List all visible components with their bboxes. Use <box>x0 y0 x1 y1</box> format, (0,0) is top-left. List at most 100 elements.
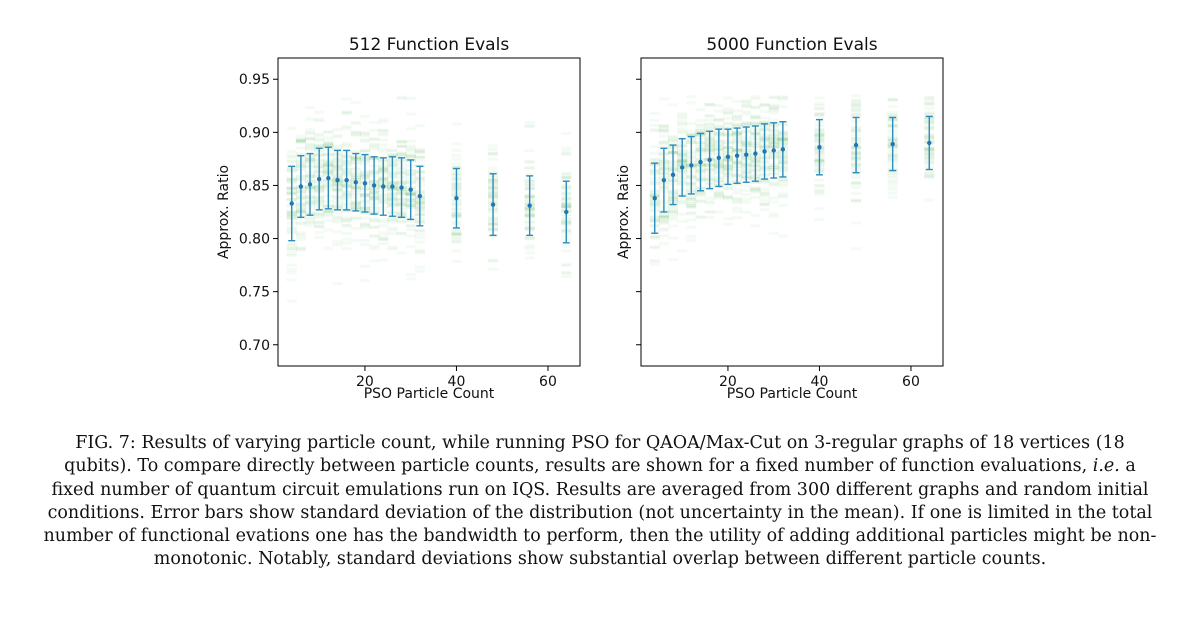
scatter-point <box>722 125 733 129</box>
scatter-point <box>524 237 535 241</box>
scatter-point <box>768 103 779 107</box>
scatter-point <box>323 228 334 232</box>
y-tick-label: 0.70 <box>239 338 270 354</box>
scatter-point <box>378 118 389 122</box>
scatter-point <box>851 99 862 103</box>
scatter-point <box>695 191 706 195</box>
scatter-point <box>686 134 697 138</box>
scatter-point <box>713 104 724 108</box>
scatter-point <box>668 210 679 214</box>
scatter-point <box>286 248 297 252</box>
scatter-point <box>777 234 788 238</box>
scatter-point <box>695 199 706 203</box>
scatter-point <box>851 198 862 202</box>
scatter-point <box>314 110 325 114</box>
scatter-point <box>323 212 334 216</box>
caption-text-italic: i.e. <box>1092 456 1120 477</box>
scatter-point <box>686 204 697 208</box>
scatter-point <box>814 113 825 117</box>
scatter-point <box>677 112 688 116</box>
scatter-point <box>323 209 334 213</box>
scatter-point <box>286 247 297 251</box>
scatter-point <box>741 121 752 125</box>
scatter-point <box>405 153 416 157</box>
scatter-point <box>488 157 499 161</box>
scatter-point <box>359 211 370 215</box>
scatter-point <box>387 226 398 230</box>
scatter-point <box>378 220 389 224</box>
scatter-point <box>295 152 306 156</box>
scatter-point <box>695 124 706 128</box>
scatter-point <box>350 132 361 136</box>
scatter-point <box>814 96 825 100</box>
scatter-point <box>649 119 660 123</box>
scatter-point <box>387 247 398 251</box>
scatter-point <box>649 245 660 249</box>
scatter-point <box>341 220 352 224</box>
scatter-point <box>814 191 825 195</box>
scatter-point <box>741 184 752 188</box>
scatter-point <box>378 149 389 153</box>
scatter-point <box>924 172 935 176</box>
scatter-point <box>851 102 862 106</box>
scatter-point <box>451 237 462 241</box>
scatter-point <box>695 190 706 194</box>
scatter-point <box>396 95 407 99</box>
mean-point <box>564 209 569 215</box>
mean-point <box>762 149 767 154</box>
scatter-point <box>887 98 898 102</box>
scatter-point <box>524 237 535 241</box>
mean-point <box>417 193 423 199</box>
axes-frame <box>640 57 944 367</box>
scatter-point <box>704 123 715 127</box>
scatter-point <box>405 223 416 227</box>
scatter-point <box>396 220 407 224</box>
scatter-point <box>295 140 306 144</box>
scatter-point <box>378 224 389 228</box>
scatter-point <box>686 122 697 126</box>
scatter-point <box>777 177 788 181</box>
scatter-point <box>768 109 779 113</box>
scatter-point <box>658 141 669 145</box>
scatter-point <box>851 181 862 185</box>
scatter-point <box>649 111 660 115</box>
scatter-point <box>323 210 334 214</box>
scatter-point <box>350 226 361 230</box>
scatter-point <box>668 103 679 107</box>
scatter-point <box>323 143 334 147</box>
scatter-point <box>759 202 770 206</box>
scatter-point <box>768 104 779 108</box>
scatter-point <box>851 181 862 185</box>
scatter-point <box>924 110 935 114</box>
scatter-point <box>341 127 352 131</box>
scatter-point <box>350 122 361 126</box>
scatter-point <box>488 258 499 262</box>
scatter-point <box>750 213 761 217</box>
scatter-point <box>686 197 697 201</box>
scatter-point <box>851 191 862 195</box>
mean-point <box>289 201 294 206</box>
scatter-point <box>851 247 862 251</box>
scatter-point <box>668 135 679 139</box>
scatter-point <box>414 123 425 127</box>
scatter-point <box>405 224 416 228</box>
scatter-point <box>677 114 688 118</box>
scatter-point <box>658 141 669 145</box>
scatter-point <box>658 216 669 220</box>
scatter-point <box>286 160 297 164</box>
scatter-point <box>295 138 306 142</box>
scatter-point <box>341 223 352 227</box>
scatter-point <box>359 132 370 136</box>
scatter-point <box>332 211 343 215</box>
scatter-point <box>488 144 499 148</box>
scatter-point <box>658 215 669 219</box>
scatter-point <box>668 142 679 146</box>
scatter-point <box>686 218 697 222</box>
mean-point <box>890 141 895 147</box>
scatter-point <box>924 176 935 180</box>
scatter-point <box>305 221 316 225</box>
scatter-point <box>732 109 743 113</box>
scatter-point <box>658 124 669 128</box>
scatter-point <box>369 225 380 229</box>
scatter-point <box>405 245 416 249</box>
